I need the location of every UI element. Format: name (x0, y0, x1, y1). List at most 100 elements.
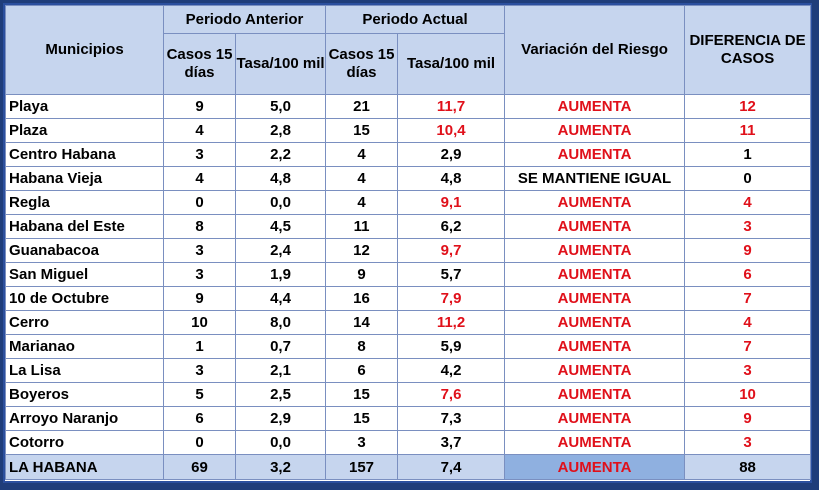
cell-casos-anterior: 8 (163, 214, 236, 239)
cell-casos-actual: 4 (325, 190, 399, 215)
cell-municipio: Habana del Este (5, 214, 164, 239)
cell-casos-anterior: 3 (163, 358, 236, 383)
total-casos-actual: 157 (325, 454, 399, 480)
cell-municipio: Cerro (5, 310, 164, 335)
table-row: Boyeros 5 2,5 15 7,6 AUMENTA 10 (5, 382, 812, 407)
cell-casos-actual: 9 (325, 262, 399, 287)
cell-tasa-actual: 4,8 (397, 166, 506, 191)
cell-variacion: AUMENTA (504, 94, 686, 119)
header-tasa-actual: Tasa/100 mil (397, 33, 506, 95)
total-municipio: LA HABANA (5, 454, 164, 480)
total-tasa-actual: 7,4 (397, 454, 506, 480)
cell-casos-actual: 15 (325, 118, 399, 143)
cell-diferencia: 4 (684, 310, 812, 335)
cell-municipio: Regla (5, 190, 164, 215)
total-casos-anterior: 69 (163, 454, 236, 480)
cell-tasa-actual: 2,9 (397, 142, 506, 167)
cell-municipio: San Miguel (5, 262, 164, 287)
cell-tasa-anterior: 5,0 (234, 94, 327, 119)
table-row: Arroyo Naranjo 6 2,9 15 7,3 AUMENTA 9 (5, 406, 812, 431)
cell-diferencia: 3 (684, 358, 812, 383)
total-variacion: AUMENTA (504, 454, 686, 480)
cell-variacion: AUMENTA (504, 286, 686, 311)
cell-municipio: Guanabacoa (5, 238, 164, 263)
cell-tasa-actual: 9,1 (397, 190, 506, 215)
cell-tasa-anterior: 4,8 (234, 166, 327, 191)
cell-tasa-anterior: 2,9 (234, 406, 327, 431)
cell-variacion: AUMENTA (504, 406, 686, 431)
cell-tasa-actual: 5,9 (397, 334, 506, 359)
cell-casos-anterior: 4 (163, 118, 236, 143)
table-row: Plaza 4 2,8 15 10,4 AUMENTA 11 (5, 118, 812, 143)
cell-casos-actual: 6 (325, 358, 399, 383)
header-periodo-actual: Periodo Actual (325, 5, 506, 34)
cell-tasa-actual: 4,2 (397, 358, 506, 383)
total-diferencia: 88 (684, 454, 812, 480)
table-row: Guanabacoa 3 2,4 12 9,7 AUMENTA 9 (5, 238, 812, 263)
table-row: Cerro 10 8,0 14 11,2 AUMENTA 4 (5, 310, 812, 335)
cell-tasa-anterior: 2,1 (234, 358, 327, 383)
cell-tasa-actual: 7,6 (397, 382, 506, 407)
cell-tasa-anterior: 0,0 (234, 430, 327, 455)
table-row: Regla 0 0,0 4 9,1 AUMENTA 4 (5, 190, 812, 215)
cell-casos-anterior: 6 (163, 406, 236, 431)
cell-municipio: Centro Habana (5, 142, 164, 167)
cell-tasa-anterior: 2,5 (234, 382, 327, 407)
cell-diferencia: 7 (684, 334, 812, 359)
cell-tasa-anterior: 0,7 (234, 334, 327, 359)
cell-diferencia: 7 (684, 286, 812, 311)
cell-casos-anterior: 0 (163, 190, 236, 215)
cell-tasa-anterior: 2,2 (234, 142, 327, 167)
cell-casos-anterior: 5 (163, 382, 236, 407)
cell-diferencia: 9 (684, 406, 812, 431)
table-row: 10 de Octubre 9 4,4 16 7,9 AUMENTA 7 (5, 286, 812, 311)
cell-municipio: Cotorro (5, 430, 164, 455)
cell-diferencia: 6 (684, 262, 812, 287)
table-row: Centro Habana 3 2,2 4 2,9 AUMENTA 1 (5, 142, 812, 167)
table-row: Playa 9 5,0 21 11,7 AUMENTA 12 (5, 94, 812, 119)
cell-casos-actual: 8 (325, 334, 399, 359)
header-municipios: Municipios (5, 5, 164, 95)
cell-municipio: Arroyo Naranjo (5, 406, 164, 431)
cell-diferencia: 3 (684, 430, 812, 455)
cell-municipio: La Lisa (5, 358, 164, 383)
cell-casos-anterior: 4 (163, 166, 236, 191)
cell-casos-anterior: 3 (163, 262, 236, 287)
header-casos-anterior: Casos 15 días (163, 33, 236, 95)
cell-casos-actual: 12 (325, 238, 399, 263)
cell-diferencia: 1 (684, 142, 812, 167)
cell-tasa-anterior: 8,0 (234, 310, 327, 335)
table-row: La Lisa 3 2,1 6 4,2 AUMENTA 3 (5, 358, 812, 383)
cell-diferencia: 3 (684, 214, 812, 239)
header-variacion: Variación del Riesgo (504, 5, 686, 95)
table-row: Cotorro 0 0,0 3 3,7 AUMENTA 3 (5, 430, 812, 455)
table-row: Habana Vieja 4 4,8 4 4,8 SE MANTIENE IGUAL 0 (5, 166, 812, 191)
cell-casos-actual: 14 (325, 310, 399, 335)
cell-casos-actual: 4 (325, 166, 399, 191)
total-tasa-anterior: 3,2 (234, 454, 327, 480)
cell-tasa-actual: 6,2 (397, 214, 506, 239)
cell-variacion: AUMENTA (504, 262, 686, 287)
cell-variacion: AUMENTA (504, 334, 686, 359)
cell-tasa-actual: 7,3 (397, 406, 506, 431)
header-periodo-anterior: Periodo Anterior (162, 5, 327, 34)
cell-casos-actual: 3 (325, 430, 399, 455)
table-row: Habana del Este 8 4,5 11 6,2 AUMENTA 3 (5, 214, 812, 239)
cell-tasa-anterior: 4,5 (234, 214, 327, 239)
data-table: Municipios Periodo Anterior Periodo Actu… (5, 5, 812, 480)
cell-casos-actual: 16 (325, 286, 399, 311)
cell-diferencia: 0 (684, 166, 812, 191)
cell-municipio: Marianao (5, 334, 164, 359)
cell-casos-anterior: 9 (163, 94, 236, 119)
cell-diferencia: 11 (684, 118, 812, 143)
cell-variacion: AUMENTA (504, 142, 686, 167)
cell-casos-actual: 11 (325, 214, 399, 239)
total-row: LA HABANA 69 3,2 157 7,4 AUMENTA 88 (5, 454, 812, 480)
cell-casos-anterior: 3 (163, 142, 236, 167)
cell-casos-actual: 15 (325, 406, 399, 431)
cell-casos-anterior: 9 (163, 286, 236, 311)
cell-municipio: Boyeros (5, 382, 164, 407)
header-casos-actual: Casos 15 días (325, 33, 399, 95)
header-diferencia: DIFERENCIA DE CASOS (684, 5, 812, 95)
cell-variacion: AUMENTA (504, 118, 686, 143)
